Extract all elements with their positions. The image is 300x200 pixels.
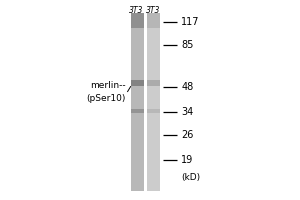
Text: 3T3: 3T3 — [129, 6, 144, 15]
Bar — [147, 13, 160, 28]
Bar — [130, 13, 144, 28]
Text: (pSer10): (pSer10) — [87, 94, 126, 103]
Bar — [147, 80, 160, 86]
Text: (kD): (kD) — [182, 173, 200, 182]
Bar — [130, 80, 144, 86]
Bar — [147, 109, 160, 113]
Bar — [147, 13, 160, 191]
Text: 48: 48 — [182, 82, 194, 92]
Text: 3T3: 3T3 — [146, 6, 160, 15]
Text: 19: 19 — [182, 155, 194, 165]
Text: 85: 85 — [182, 40, 194, 50]
Text: 117: 117 — [182, 17, 200, 27]
Text: 26: 26 — [182, 130, 194, 140]
Text: merlin--: merlin-- — [91, 81, 126, 90]
Bar — [130, 13, 144, 191]
Bar — [130, 109, 144, 113]
Text: 34: 34 — [182, 107, 194, 117]
